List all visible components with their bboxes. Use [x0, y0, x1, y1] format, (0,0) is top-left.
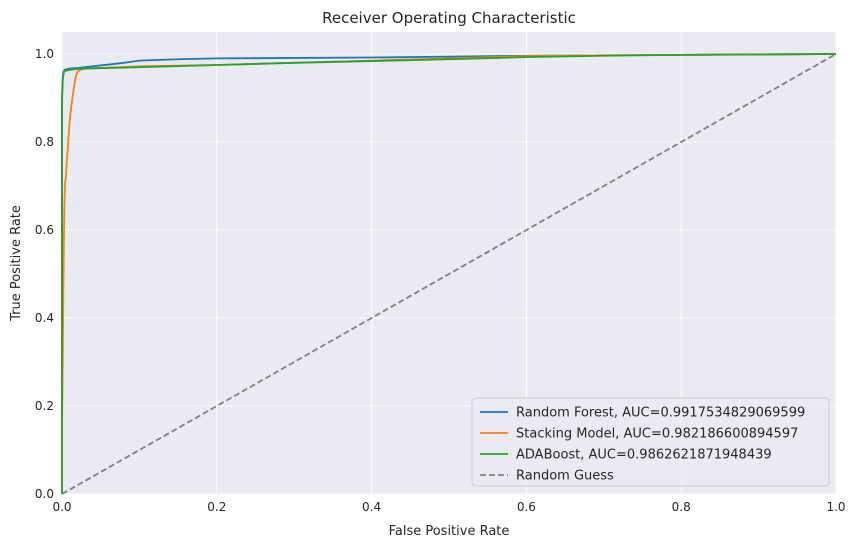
x-tick-label: 0.0: [52, 500, 71, 514]
y-tick-label: 1.0: [35, 47, 54, 61]
y-axis-label: True Positive Rate: [9, 205, 24, 322]
x-tick-label: 0.6: [517, 500, 536, 514]
y-tick-label: 0.0: [35, 487, 54, 501]
x-tick-label: 1.0: [826, 500, 845, 514]
y-tick-label: 0.8: [35, 135, 54, 149]
chart-title: Receiver Operating Characteristic: [322, 9, 576, 27]
series-line-random-guess: [61, 53, 837, 495]
legend-items: Random Forest, AUC=0.9917534829069599 Sta…: [480, 406, 805, 484]
y-tick-label: 0.4: [35, 311, 54, 325]
series-line-adaboost: [61, 53, 837, 494]
legend: Random Forest, AUC=0.9917534829069599 Sta…: [471, 397, 830, 487]
series-layer: [61, 53, 837, 495]
x-tick-label: 0.4: [362, 500, 381, 514]
x-axis-label: False Positive Rate: [389, 524, 510, 539]
grid: [61, 32, 837, 495]
legend-label: Stacking Model, AUC=0.982186600894597: [516, 427, 798, 442]
x-axis-ticks: 0.0 0.2 0.4 0.6 0.8 1.0: [52, 500, 845, 514]
legend-box: [471, 397, 830, 487]
legend-label: ADABoost, AUC=0.9862621871948439: [516, 448, 772, 463]
y-axis-ticks: 0.0 0.2 0.4 0.6 0.8 1.0: [35, 47, 54, 501]
legend-label: Random Forest, AUC=0.9917534829069599: [516, 406, 805, 421]
legend-label: Random Guess: [516, 469, 614, 484]
x-tick-label: 0.8: [672, 500, 691, 514]
x-tick-label: 0.2: [207, 500, 226, 514]
y-tick-label: 0.2: [35, 399, 54, 413]
y-tick-label: 0.6: [35, 223, 54, 237]
